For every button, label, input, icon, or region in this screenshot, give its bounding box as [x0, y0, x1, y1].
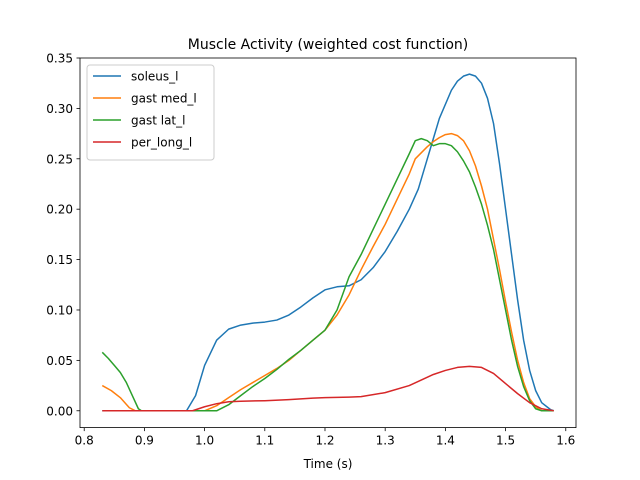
x-tick-label: 1.2: [315, 434, 334, 448]
x-axis: 0.8 0.9 1.0 1.1 1.2 1.3 1.4 1.5 1.6: [75, 427, 575, 448]
plot-frame: [79, 57, 577, 429]
chart-title: Muscle Activity (weighted cost function): [188, 37, 468, 53]
x-tick-label: 1.0: [195, 434, 214, 448]
x-tick-label: 1.5: [496, 434, 515, 448]
x-tick-label: 1.3: [376, 434, 395, 448]
x-tick-label: 1.6: [556, 434, 575, 448]
legend-label-0: soleus_l: [131, 70, 179, 84]
y-tick-label: 0.25: [46, 152, 73, 166]
y-tick-label: 0.35: [46, 52, 73, 66]
series-line-2: [101, 137, 554, 412]
y-axis: 0.00 0.05 0.10 0.15 0.20 0.25 0.30 0.35: [46, 52, 80, 418]
x-tick-label: 0.8: [75, 434, 94, 448]
y-tick-label: 0.10: [46, 303, 73, 317]
x-axis-label: Time (s): [303, 457, 353, 471]
legend-label-1: gast med_l: [131, 92, 197, 106]
y-tick-label: 0.30: [46, 102, 73, 116]
x-tick-label: 1.4: [436, 434, 455, 448]
series-group: [101, 73, 554, 412]
legend-label-3: per_long_l: [131, 136, 192, 150]
series-line-1: [101, 132, 554, 412]
legend-label-2: gast lat_l: [131, 114, 185, 128]
y-tick-label: 0.05: [46, 354, 73, 368]
legend-frame: [86, 64, 215, 161]
y-tick-label: 0.15: [46, 253, 73, 267]
y-tick-label: 0.20: [46, 203, 73, 217]
series-line-3: [102, 365, 554, 412]
x-tick-label: 1.1: [255, 434, 274, 448]
x-tick-label: 0.9: [135, 434, 154, 448]
plot-area: [79, 57, 577, 429]
series-line-0: [102, 73, 554, 412]
y-tick-label: 0.00: [46, 404, 73, 418]
